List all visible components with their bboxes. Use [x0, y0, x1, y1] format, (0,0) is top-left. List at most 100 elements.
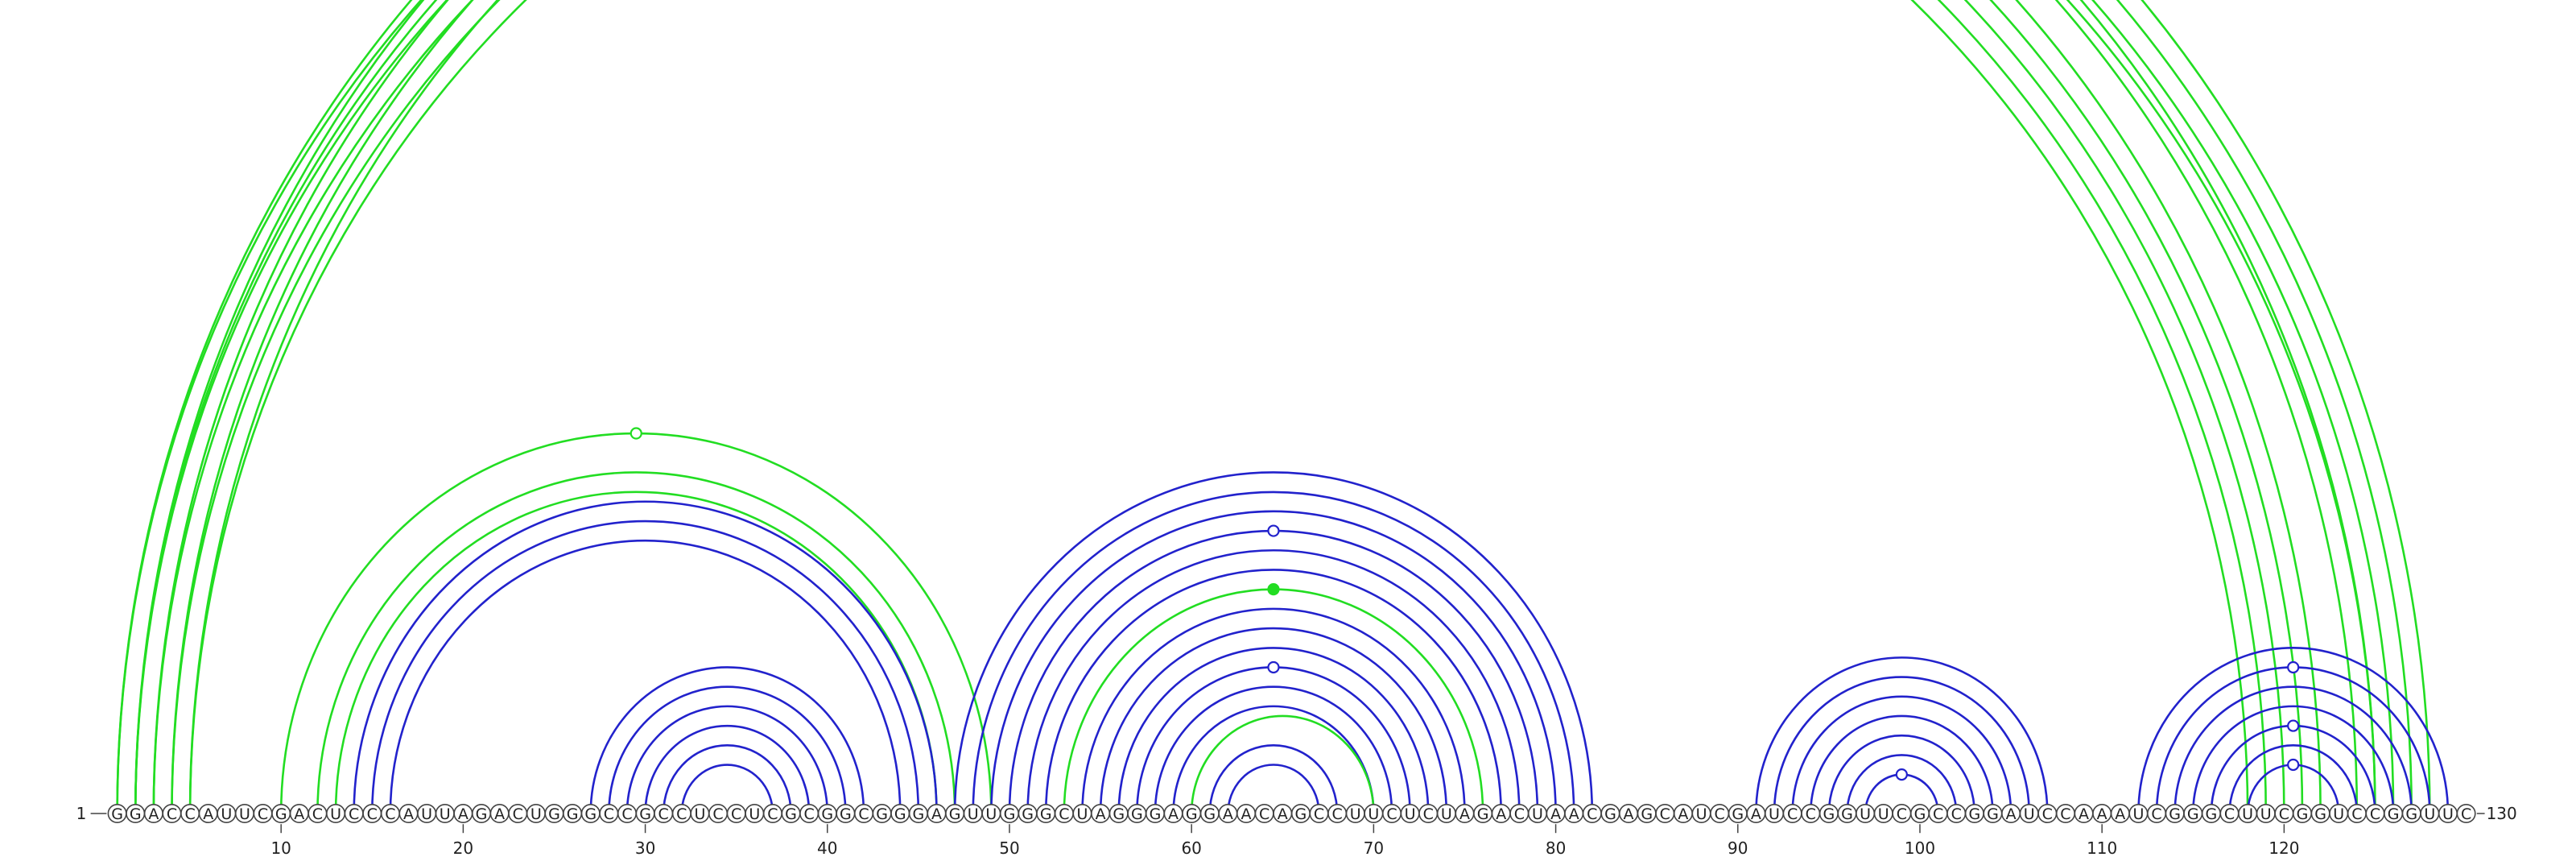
- nucleotide-letter: A: [1223, 805, 1233, 823]
- nucleotide-49: U: [981, 803, 1001, 823]
- nucleotide-letter: A: [1459, 805, 1470, 823]
- nucleotide-107: C: [2037, 803, 2058, 823]
- nucleotide-letter: C: [312, 805, 323, 823]
- nucleotide-75: A: [1455, 803, 1475, 823]
- nucleotide-letter: G: [548, 805, 560, 823]
- nucleotide-20: A: [453, 803, 473, 823]
- nucleotide-116: G: [2201, 803, 2221, 823]
- nucleotide-88: U: [1691, 803, 1711, 823]
- nucleotide-67: C: [1309, 803, 1329, 823]
- nucleotide-78: C: [1509, 803, 1530, 823]
- nucleotide-letter: G: [1295, 805, 1307, 823]
- base-pair-arc-2-124: [134, 0, 2359, 814]
- nucleotide-letter: C: [2224, 805, 2235, 823]
- nucleotide-letter: G: [2388, 805, 2400, 823]
- nucleotide-81: A: [1564, 803, 1584, 823]
- nucleotide-125: C: [2365, 803, 2385, 823]
- nucleotide-letter: U: [2442, 805, 2454, 823]
- nucleotide-130: C: [2456, 803, 2476, 823]
- nucleotide-letter: U: [2242, 805, 2253, 823]
- nucleotide-5: C: [180, 803, 200, 823]
- base-pair-arc-55-74: [1099, 627, 1448, 814]
- nucleotide-126: G: [2384, 803, 2404, 823]
- nucleotide-66: G: [1290, 803, 1311, 823]
- nucleotide-letter: C: [1423, 805, 1434, 823]
- base-pair-arc-3-127: [152, 0, 2413, 814]
- nucleotide-letter: U: [2424, 805, 2435, 823]
- nucleotide-letter: G: [1604, 805, 1616, 823]
- nucleotide-114: G: [2165, 803, 2185, 823]
- nucleotide-21: G: [471, 803, 491, 823]
- base-pair-arc-114-127: [2174, 685, 2413, 814]
- nucleotide-102: C: [1946, 803, 1967, 823]
- base-pair-arc-16-44: [389, 539, 902, 814]
- nucleotide-letter: C: [513, 805, 523, 823]
- nucleotide-letter: U: [694, 805, 705, 823]
- nucleotide-letter: U: [1769, 805, 1780, 823]
- base-pair-arc-2-128: [134, 0, 2431, 814]
- nucleotide-27: G: [580, 803, 601, 823]
- nucleotide-letter: C: [184, 805, 195, 823]
- nucleotide-54: U: [1072, 803, 1092, 823]
- nucleotide-letter: G: [1186, 805, 1198, 823]
- nucleotide-letter: C: [1897, 805, 1907, 823]
- nucleotide-letter: A: [294, 805, 304, 823]
- base-pair-arc-94-104: [1809, 714, 1994, 814]
- nucleotide-104: G: [1983, 803, 2003, 823]
- tick-label-10: 10: [270, 838, 291, 857]
- nucleotide-77: A: [1491, 803, 1511, 823]
- nucleotide-letter: G: [1131, 805, 1143, 823]
- nucleotide-letter: A: [2006, 805, 2017, 823]
- nucleotide-99: C: [1892, 803, 1912, 823]
- nucleotide-letter: G: [840, 805, 852, 823]
- nucleotide-letter: G: [1150, 805, 1162, 823]
- nucleotide-letter: C: [604, 805, 614, 823]
- base-pair-arc-4-126: [171, 0, 2395, 814]
- nucleotide-circle: [2456, 803, 2476, 823]
- nucleotide-14: C: [344, 803, 364, 823]
- nucleotide-123: U: [2329, 803, 2349, 823]
- nucleotide-letter: U: [1441, 805, 1452, 823]
- sequence-start-label: 1: [76, 804, 87, 823]
- nucleotide-31: C: [654, 803, 674, 823]
- base-pair-arc-93-105: [1791, 695, 2013, 814]
- nucleotide-118: U: [2238, 803, 2258, 823]
- nucleotide-letter: C: [2351, 805, 2362, 823]
- nucleotide-33: U: [690, 803, 710, 823]
- nucleotide-letter: U: [421, 805, 432, 823]
- nucleotide-letter: U: [749, 805, 760, 823]
- arc-apex-markers: [630, 427, 2300, 781]
- base-pair-arc-112-129: [2137, 647, 2450, 814]
- base-pair-arc-61-68: [1208, 744, 1339, 814]
- nucleotide-letter: A: [1096, 805, 1106, 823]
- nucleotide-17: A: [398, 803, 419, 823]
- nucleotide-letter: C: [1806, 805, 1816, 823]
- base-pair-arc-14-46: [353, 500, 938, 814]
- nucleotide-129: U: [2438, 803, 2458, 823]
- nucleotide-letter: G: [1203, 805, 1216, 823]
- nucleotide-letter: G: [2314, 805, 2326, 823]
- nucleotide-letter: G: [111, 805, 123, 823]
- nucleotide-letter: A: [1241, 805, 1252, 823]
- nucleotide-letter: G: [1987, 805, 1999, 823]
- nucleotide-44: G: [890, 803, 910, 823]
- base-pair-arc-1-122: [116, 0, 2322, 814]
- nucleotide-72: U: [1400, 803, 1420, 823]
- nucleotide-16: C: [380, 803, 400, 823]
- position-ticks: 10 20 30 40 50 60 70 80 90 100 110 120: [270, 824, 2299, 857]
- nucleotide-122: G: [2310, 803, 2330, 823]
- nucleotide-letter: C: [349, 805, 359, 823]
- nucleotide-12: C: [308, 803, 328, 823]
- nucleotide-letter: G: [584, 805, 597, 823]
- nucleotide-letter: U: [2333, 805, 2344, 823]
- nucleotide-letter: A: [203, 805, 213, 823]
- tick-label-50: 50: [999, 838, 1019, 857]
- nucleotide-letter: G: [913, 805, 925, 823]
- nucleotide-letter: U: [1368, 805, 1379, 823]
- nucleotide-letter: C: [1933, 805, 1943, 823]
- nucleotide-letter: G: [639, 805, 651, 823]
- nucleotide-30: G: [635, 803, 655, 823]
- nucleotide-32: C: [671, 803, 691, 823]
- tick-label-20: 20: [453, 838, 473, 857]
